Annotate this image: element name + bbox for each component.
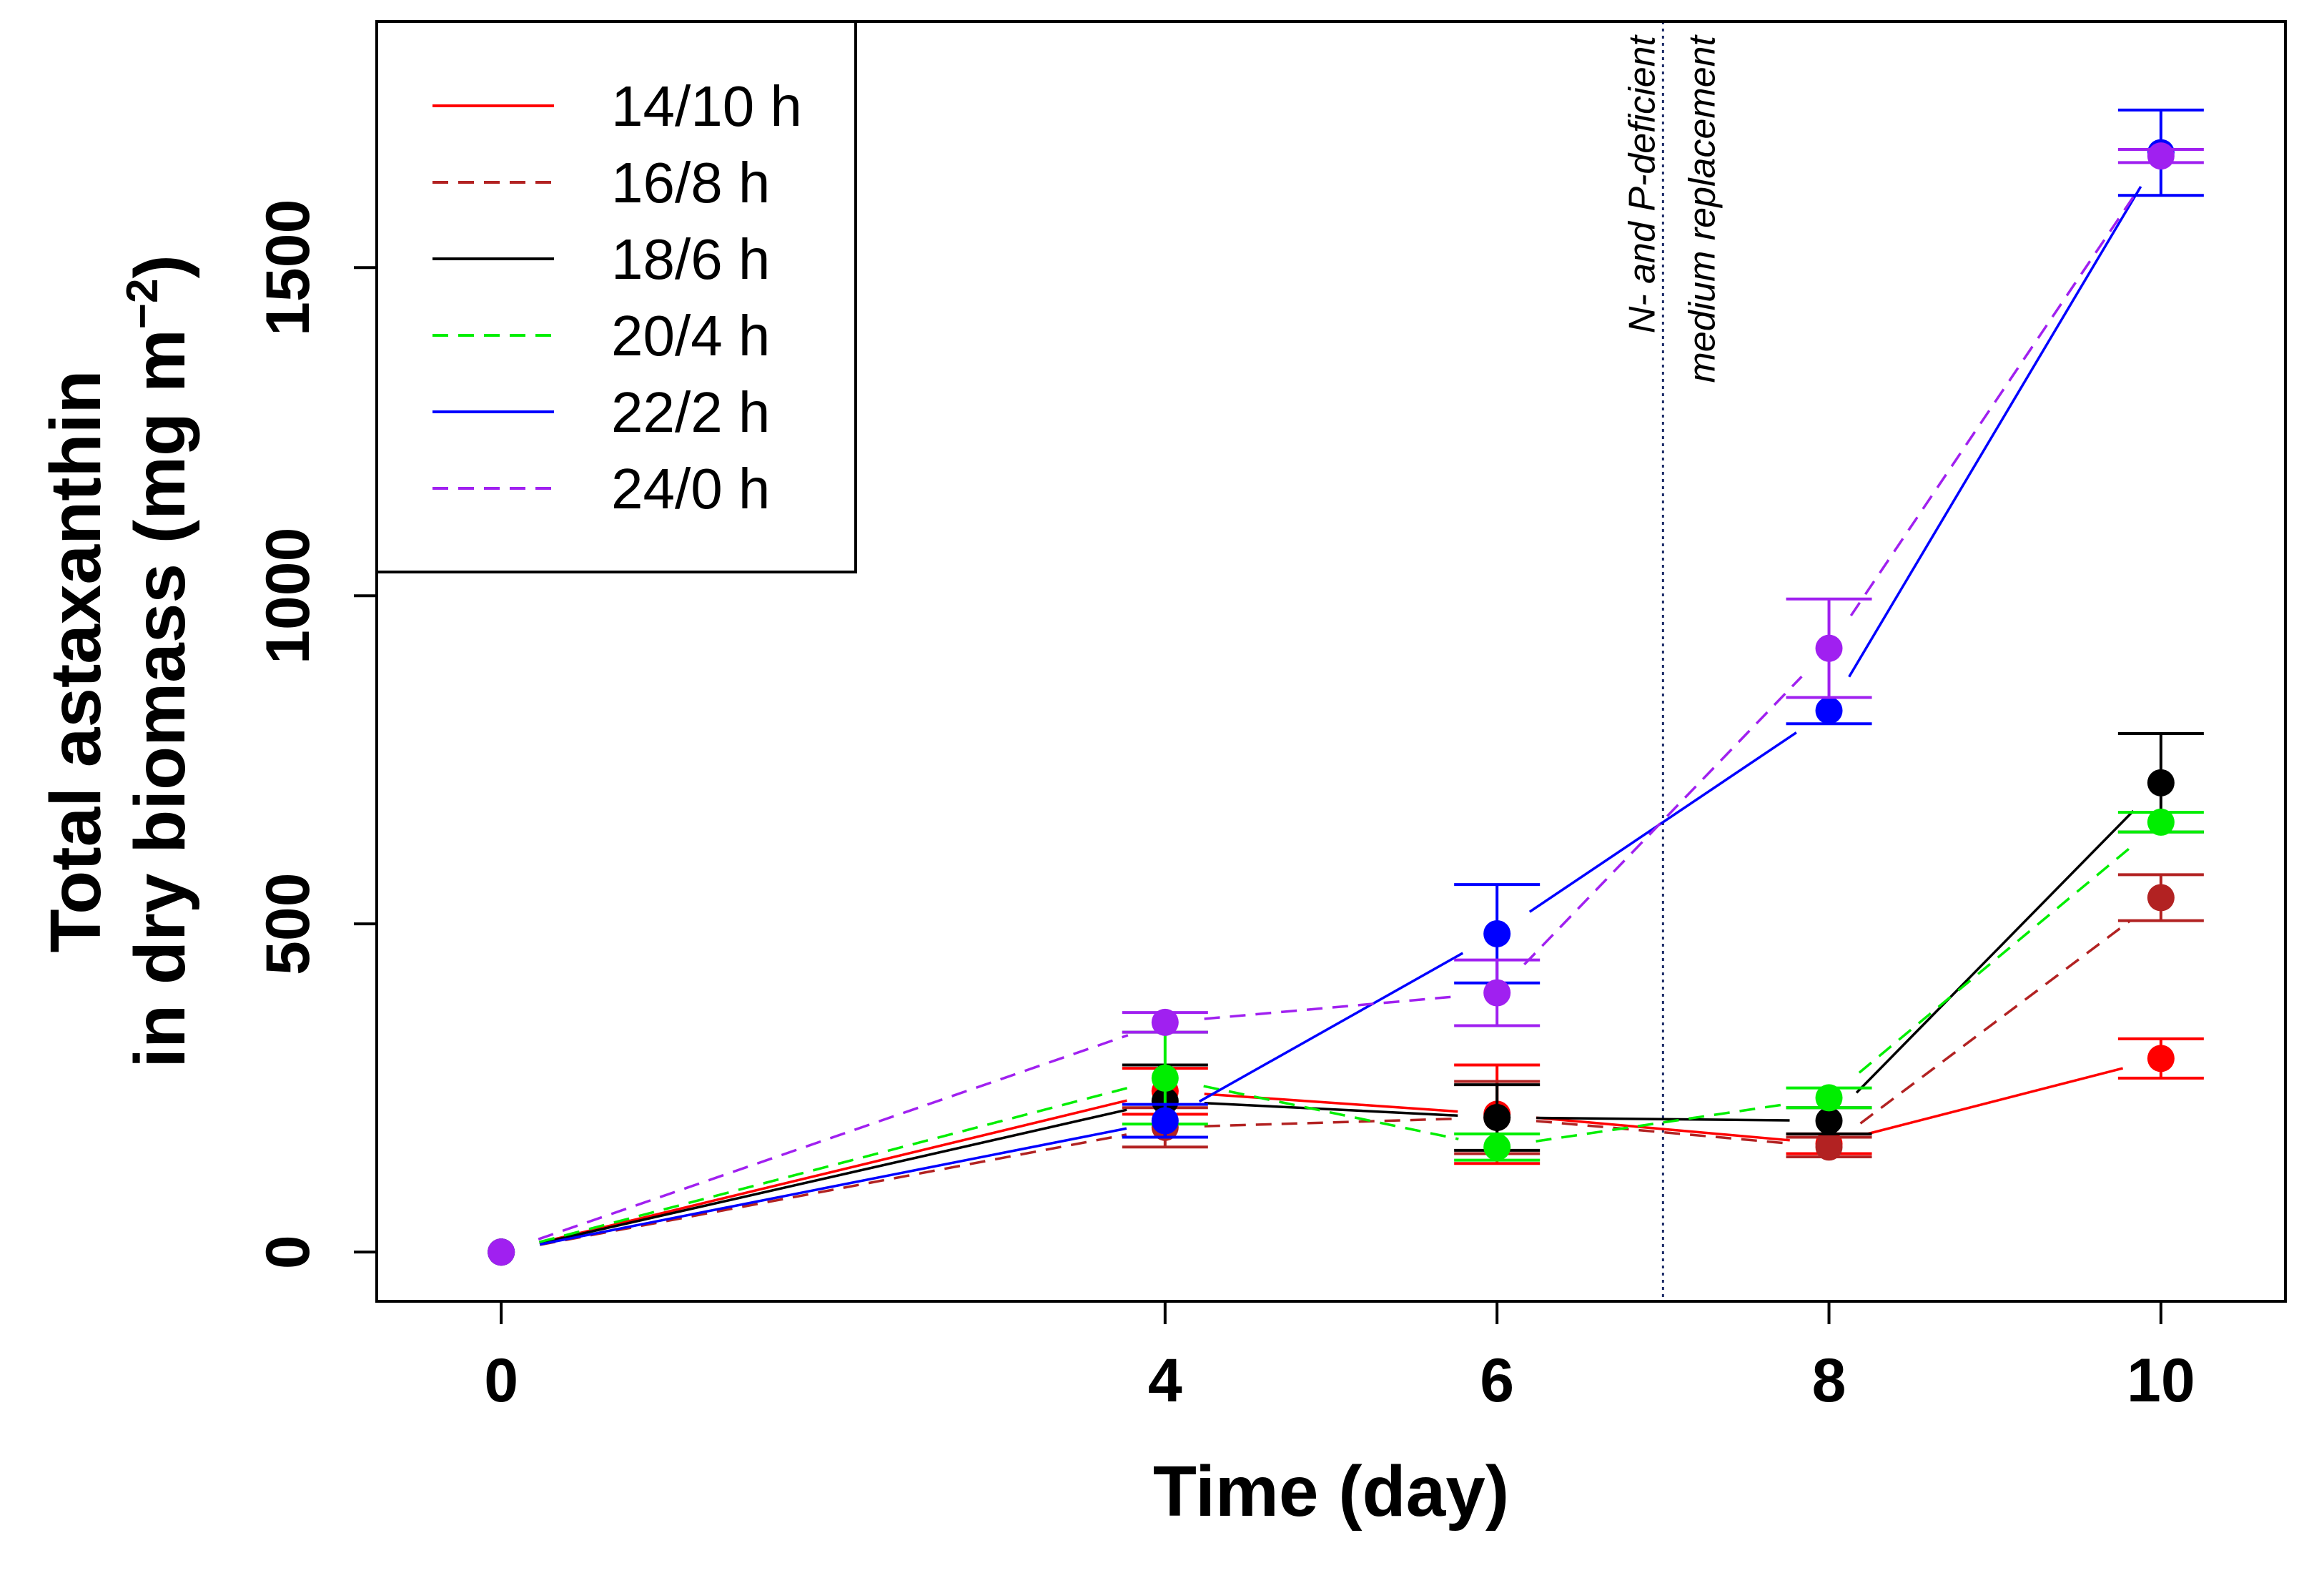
data-point [2147, 142, 2175, 170]
series-segment [1204, 1101, 1458, 1118]
y-axis-title: Total astaxanthin in dry biomass (mg m−2… [36, 255, 200, 1068]
series-segment [1203, 1085, 1459, 1140]
data-point [2147, 769, 2175, 797]
legend-label: 22/2 h [611, 380, 770, 444]
series-segment [1855, 809, 2135, 1094]
series-24-0-h [488, 142, 2204, 1266]
legend-label: 16/8 h [611, 151, 770, 214]
data-point [1151, 1064, 1179, 1092]
legend-box [375, 20, 857, 573]
annotation-line1: N- and P-deficient [1621, 34, 1663, 333]
legend-label: 18/6 h [611, 227, 770, 291]
medium-replacement-annotation: N- and P-deficient medium replacement [1621, 34, 1723, 383]
data-point [488, 1238, 515, 1266]
series-layer [488, 108, 2204, 1266]
y-tick-label-1000: 1000 [254, 528, 322, 664]
y-axis-title-line2: in dry biomass (mg m−2) [118, 255, 200, 1068]
plot-frame [375, 20, 2287, 1303]
legend-label: 24/0 h [611, 457, 770, 521]
series-segment [539, 1108, 1127, 1245]
series-segment [1859, 920, 2130, 1125]
series-segment [1536, 1116, 1790, 1122]
data-point [1815, 1084, 1843, 1112]
legend-label: 20/4 h [611, 304, 770, 368]
annotation-line2: medium replacement [1681, 34, 1723, 383]
series-segment [1848, 185, 2142, 678]
y-tick-label-0: 0 [254, 1235, 322, 1269]
series-segment [1858, 846, 2132, 1074]
x-axis-title: Time (day) [1153, 1451, 1509, 1532]
series-16-8-h [488, 873, 2204, 1266]
series-segment [539, 1133, 1127, 1246]
series-segment [1536, 1116, 1790, 1142]
data-point [1483, 979, 1511, 1007]
x-tick-label-4: 4 [1148, 1346, 1182, 1415]
data-point [2147, 1045, 2175, 1072]
y-axis-title-line1: Total astaxanthin [36, 370, 116, 953]
series-segment [538, 1034, 1129, 1241]
series-segment [1204, 1117, 1458, 1128]
data-point [1483, 1103, 1511, 1131]
series-segment [1523, 676, 1803, 966]
data-point [1483, 1133, 1511, 1161]
data-point [1815, 1107, 1843, 1135]
series-segment [1536, 1120, 1790, 1145]
data-point [1483, 919, 1511, 947]
data-point [1815, 634, 1843, 662]
data-point [2147, 808, 2175, 836]
series-segment [1204, 995, 1458, 1020]
data-point [2147, 884, 2175, 912]
x-tick-label-0: 0 [484, 1346, 518, 1415]
series-18-6-h [488, 731, 2204, 1266]
x-tick-label-10: 10 [2127, 1346, 2195, 1415]
x-tick-label-8: 8 [1812, 1346, 1846, 1415]
data-point [1151, 1107, 1179, 1135]
series-segment [1536, 1102, 1791, 1143]
data-point [1151, 1008, 1179, 1036]
data-point [1815, 1133, 1843, 1161]
series-segment [539, 1127, 1127, 1246]
series-segment [539, 1099, 1127, 1244]
series-segment [1849, 187, 2140, 617]
axis-layer: 0 4 6 8 10 0 500 1000 1500 [254, 199, 2195, 1415]
x-tick-label-6: 6 [1480, 1346, 1514, 1415]
series-segment [1204, 1093, 1458, 1113]
series-segment [1528, 731, 1797, 913]
legend-label: 14/10 h [611, 74, 802, 138]
series-segment [1198, 952, 1464, 1103]
series-segment [1866, 1067, 2124, 1135]
y-tick-label-500: 500 [254, 872, 322, 975]
data-point [1815, 696, 1843, 724]
y-tick-label-1500: 1500 [254, 199, 322, 336]
legend: 14/10 h 16/8 h 18/6 h 20/4 h 22/2 h 24/0 h [375, 20, 857, 573]
